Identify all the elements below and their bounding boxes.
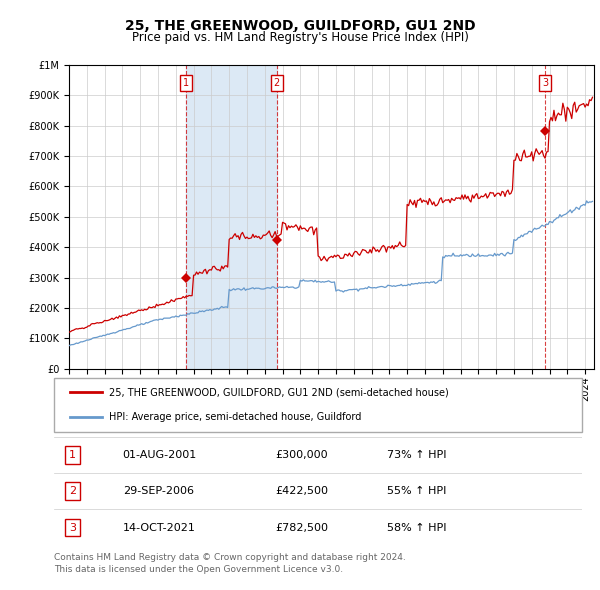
Text: 1: 1 (69, 450, 76, 460)
Text: £422,500: £422,500 (276, 486, 329, 496)
Text: Price paid vs. HM Land Registry's House Price Index (HPI): Price paid vs. HM Land Registry's House … (131, 31, 469, 44)
Text: 55% ↑ HPI: 55% ↑ HPI (386, 486, 446, 496)
Text: 29-SEP-2006: 29-SEP-2006 (122, 486, 194, 496)
Text: 58% ↑ HPI: 58% ↑ HPI (386, 523, 446, 533)
Text: 2: 2 (274, 78, 280, 88)
Text: 25, THE GREENWOOD, GUILDFORD, GU1 2ND: 25, THE GREENWOOD, GUILDFORD, GU1 2ND (125, 19, 475, 33)
Text: This data is licensed under the Open Government Licence v3.0.: This data is licensed under the Open Gov… (54, 565, 343, 574)
Text: Contains HM Land Registry data © Crown copyright and database right 2024.: Contains HM Land Registry data © Crown c… (54, 553, 406, 562)
Text: HPI: Average price, semi-detached house, Guildford: HPI: Average price, semi-detached house,… (109, 412, 362, 422)
Text: 25, THE GREENWOOD, GUILDFORD, GU1 2ND (semi-detached house): 25, THE GREENWOOD, GUILDFORD, GU1 2ND (s… (109, 387, 449, 397)
Text: 14-OCT-2021: 14-OCT-2021 (122, 523, 196, 533)
Text: 1: 1 (183, 78, 189, 88)
Text: 2: 2 (69, 486, 76, 496)
Text: 3: 3 (542, 78, 548, 88)
Text: 3: 3 (69, 523, 76, 533)
Bar (186, 65, 277, 369)
Text: £300,000: £300,000 (276, 450, 328, 460)
Text: 01-AUG-2001: 01-AUG-2001 (122, 450, 197, 460)
Text: 73% ↑ HPI: 73% ↑ HPI (386, 450, 446, 460)
Text: £782,500: £782,500 (276, 523, 329, 533)
FancyBboxPatch shape (54, 378, 582, 432)
